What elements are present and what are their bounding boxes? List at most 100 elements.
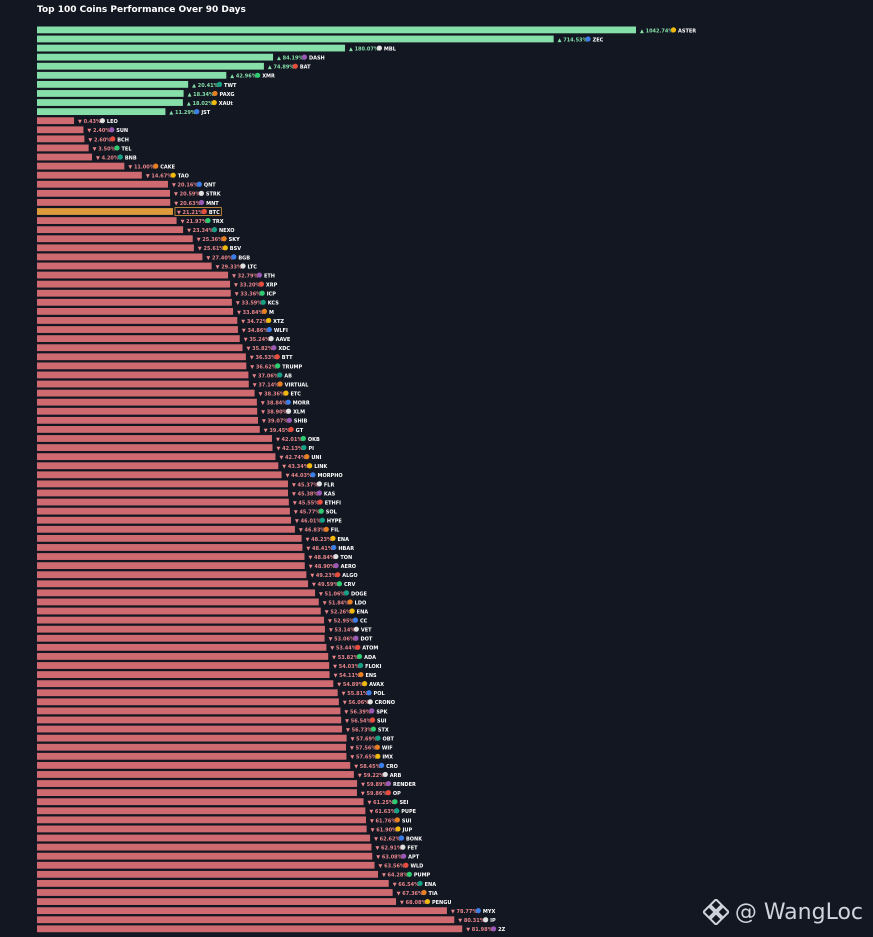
coin-icon: [394, 817, 400, 823]
symbol-label: OBT: [383, 737, 395, 743]
coin-icon: [333, 563, 339, 569]
bar-wld: [37, 861, 375, 869]
bar-xmr: [37, 71, 227, 79]
symbol-label: ASTER: [678, 28, 696, 34]
bar-trx: [37, 217, 177, 224]
bar-wlfi: [37, 326, 238, 333]
symbol-label: TWT: [224, 83, 237, 89]
value-label: ▼ 67.36%: [397, 891, 423, 897]
coin-icon: [349, 608, 355, 614]
coin-icon: [307, 463, 313, 469]
value-label: ▼ 57.69%: [351, 737, 377, 743]
symbol-label: BSV: [230, 246, 241, 252]
symbol-label: POL: [374, 691, 386, 697]
coin-icon: [392, 799, 398, 805]
coin-icon: [259, 290, 265, 296]
value-label: ▲ 1042.74%: [640, 28, 673, 34]
bar-ltc: [37, 262, 212, 270]
bar-aero: [37, 562, 305, 570]
coin-icon: [318, 508, 324, 514]
bar-strk: [37, 189, 171, 197]
value-label: ▼ 45.37%: [292, 482, 318, 488]
coin-icon: [198, 190, 205, 196]
bar-mnt: [37, 199, 171, 206]
coin-icon: [491, 926, 497, 932]
value-label: ▼ 46.83%: [299, 528, 325, 534]
symbol-label: ETHFI: [325, 500, 341, 506]
coin-icon: [292, 63, 298, 69]
value-label: ▲ 18.34%: [188, 92, 214, 98]
value-label: ▼ 35.24%: [244, 337, 270, 343]
coin-icon: [99, 118, 105, 124]
bar-twt: [37, 80, 189, 88]
value-label: ▼ 63.56%: [379, 864, 405, 870]
bar-uni: [37, 453, 276, 461]
bar-ldo: [37, 598, 319, 606]
symbol-label: STX: [378, 727, 389, 733]
value-label: ▼ 53.14%: [329, 628, 355, 634]
bar-cc: [37, 616, 325, 624]
symbol-label: JST: [200, 110, 210, 116]
bar-atom: [37, 643, 327, 651]
bar-hype: [37, 516, 292, 524]
bar-sei: [37, 798, 364, 806]
coin-icon: [255, 72, 261, 78]
coin-icon: [395, 826, 401, 832]
symbol-label: SPK: [376, 709, 388, 715]
symbol-label: PUPE: [401, 809, 416, 815]
coin-icon: [398, 835, 405, 841]
coin-icon: [417, 880, 423, 887]
bar-qnt: [37, 180, 168, 188]
value-label: ▼ 48.90%: [309, 564, 335, 570]
coin-icon: [260, 299, 266, 305]
bar-bch: [37, 135, 85, 143]
bar-avax: [37, 680, 334, 688]
symbol-label: LINK: [314, 464, 328, 470]
bar-icp: [37, 289, 231, 297]
bar-pi: [37, 444, 273, 451]
value-label: ▼ 56.54%: [345, 718, 371, 724]
value-label: ▼ 14.67%: [146, 174, 172, 180]
bar-ena: [37, 880, 389, 887]
symbol-label: SKY: [229, 237, 240, 243]
bar-arb: [37, 771, 354, 778]
coin-icon: [153, 163, 159, 169]
symbol-label: STRK: [206, 192, 222, 198]
value-label: ▼ 35.82%: [247, 346, 273, 352]
coin-icon: [288, 426, 294, 433]
bar-leo: [37, 117, 75, 125]
coin-icon: [585, 36, 591, 42]
coin-icon: [347, 599, 353, 605]
symbol-label: LEO: [107, 119, 118, 125]
symbol-label: TIA: [429, 891, 438, 897]
bar-jst: [37, 108, 166, 116]
symbol-label: AVAX: [369, 682, 384, 688]
symbol-label: QNT: [204, 183, 216, 189]
bar-nexo: [37, 226, 184, 234]
value-label: ▼ 58.45%: [354, 764, 380, 770]
coin-icon: [385, 790, 391, 796]
coin-icon: [406, 871, 412, 877]
bar-btc: [37, 208, 173, 215]
bar-kcs: [37, 298, 232, 306]
coin-icon: [366, 690, 372, 696]
symbol-label: BCH: [117, 137, 129, 143]
value-label: ▼ 27.40%: [206, 255, 232, 261]
bar-crv: [37, 580, 309, 588]
symbol-label: TEL: [122, 146, 133, 152]
symbol-label: ETC: [290, 392, 301, 398]
bar-fet: [37, 843, 372, 851]
value-label: ▼ 61.90%: [371, 827, 397, 833]
value-label: ▼ 53.44%: [330, 646, 356, 652]
coin-icon: [301, 54, 308, 60]
coin-icon: [231, 254, 237, 260]
symbol-label: PAXG: [220, 92, 235, 98]
bar-bat: [37, 62, 264, 70]
coin-icon: [375, 735, 381, 741]
coin-icon: [258, 281, 265, 287]
coin-icon: [374, 744, 380, 750]
coin-icon: [266, 317, 272, 324]
bar-tia: [37, 889, 393, 896]
coin-icon: [319, 517, 326, 523]
bar-cro: [37, 761, 351, 769]
